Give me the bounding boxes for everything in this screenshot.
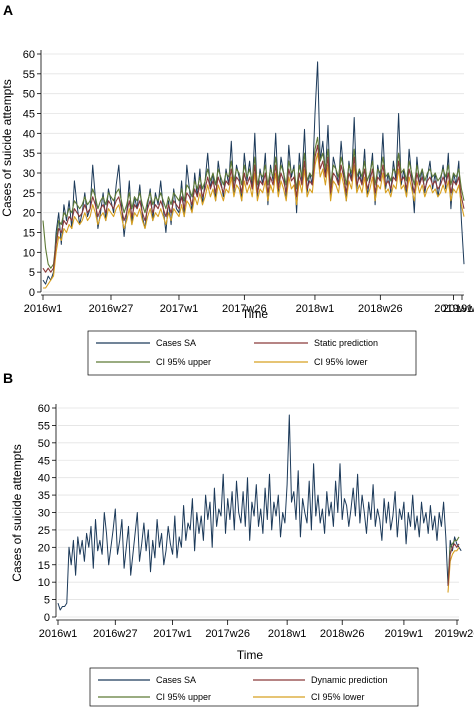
panel-a-y-tick-label: 0 xyxy=(29,287,35,299)
panel-a-x-tick-label: 2019w2 xyxy=(443,303,474,315)
panel-a-series-cases xyxy=(42,61,465,285)
panel-a-legend-label-lower: CI 95% lower xyxy=(314,357,368,367)
panel-a-legend-label-cases: Cases SA xyxy=(156,338,196,348)
panel-a-x-tick-label: 2016w27 xyxy=(89,303,134,315)
panel-b-legend: Cases SA Dynamic prediction CI 95% upper… xyxy=(89,667,419,707)
panel-a-x-tick-label: 2017w26 xyxy=(222,303,267,315)
panel-b-y-tick-label: 50 xyxy=(38,438,50,450)
panel-a-label: A xyxy=(3,2,13,18)
panel-b-label: B xyxy=(3,370,13,386)
panel-b-y-tick-label: 10 xyxy=(38,577,50,589)
panel-b-x-tick-label: 2016w1 xyxy=(39,628,78,640)
panel-b-y-tick-label: 55 xyxy=(38,420,50,432)
panel-b: B Cases of suicide attempts 0 5 10 15 20 25 30… xyxy=(3,370,474,707)
panel-b-series-upper xyxy=(447,536,460,583)
panel-b-y-tick-label: 30 xyxy=(38,508,50,520)
panel-a-y-tick-label: 20 xyxy=(23,208,35,220)
panel-a-y-tick-label: 25 xyxy=(23,188,35,200)
panel-a-y-tick-label: 15 xyxy=(23,228,35,240)
panel-b-legend-label-upper: CI 95% upper xyxy=(156,692,211,702)
panel-a-ylabel: Cases of suicide attempts xyxy=(0,79,14,216)
panel-b-x-tick-label: 2019w1 xyxy=(385,628,424,640)
panel-a-x-tick-label: 2018w1 xyxy=(296,303,335,315)
panel-a-legend-label-upper: CI 95% upper xyxy=(156,357,211,367)
panel-a-y-tick-label: 60 xyxy=(23,49,35,61)
panel-a-grid xyxy=(43,53,464,293)
panel-a-series-lower xyxy=(43,152,465,289)
panel-b-y-tick-label: 15 xyxy=(38,560,50,572)
panel-b-series-prediction xyxy=(447,543,460,586)
panel-b-y-tick-label: 60 xyxy=(38,403,50,415)
panel-a: A Cases of suicide attempts 0 5 10 15 20 25 30… xyxy=(0,2,474,376)
panel-b-y-tick-label: 0 xyxy=(44,612,50,624)
panel-b-x-tick-label: 2018w26 xyxy=(320,628,365,640)
panel-a-x-tick-label: 2016w1 xyxy=(24,303,63,315)
panel-b-y-tick-label: 35 xyxy=(38,490,50,502)
panel-a-y-tick-label: 35 xyxy=(23,148,35,160)
panel-b-xlabel: Time xyxy=(237,648,264,662)
panel-a-y-tick-label: 5 xyxy=(29,267,35,279)
panel-b-series xyxy=(57,414,462,611)
panel-b-series-cases xyxy=(57,414,462,611)
panel-a-legend-box xyxy=(87,330,417,376)
panel-b-y-tick-label: 45 xyxy=(38,455,50,467)
panel-a-legend-label-prediction: Static prediction xyxy=(314,338,378,348)
panel-a-series-upper xyxy=(42,136,465,269)
panel-a-y-axis: 0 5 10 15 20 25 30 35 40 45 50 55 60 xyxy=(23,49,42,299)
panel-a-y-tick-label: 30 xyxy=(23,168,35,180)
panel-a-series xyxy=(42,61,465,289)
panel-b-y-tick-label: 40 xyxy=(38,473,50,485)
panel-b-x-tick-label: 2019w26 xyxy=(435,628,474,640)
panel-a-x-tick-label: 2018w26 xyxy=(358,303,403,315)
panel-a-y-tick-label: 40 xyxy=(23,128,35,140)
panel-b-x-tick-label: 2018w1 xyxy=(268,628,307,640)
panel-b-legend-box xyxy=(89,667,419,707)
panel-b-x-tick-label: 2016w27 xyxy=(93,628,138,640)
panel-a-legend: Cases SA Static prediction CI 95% upper … xyxy=(87,330,417,376)
panel-b-y-tick-label: 5 xyxy=(44,595,50,607)
panel-b-y-tick-label: 20 xyxy=(38,542,50,554)
panel-a-x-axis: 2016w1 2016w27 2017w1 2017w26 2018w1 2018w26 2… xyxy=(24,294,474,315)
panel-a-x-tick-label: 2017w1 xyxy=(160,303,199,315)
panel-a-series-prediction xyxy=(42,144,465,273)
panel-b-x-axis: 2016w1 2016w27 2017w1 2017w26 2018w1 2018w26 2… xyxy=(39,619,474,640)
panel-b-y-axis: 0 5 10 15 20 25 30 35 40 45 50 55 60 xyxy=(38,403,57,624)
panel-b-legend-label-lower: CI 95% lower xyxy=(311,692,365,702)
panel-b-x-tick-label: 2017w1 xyxy=(153,628,192,640)
panel-a-y-tick-label: 55 xyxy=(23,69,35,81)
panel-b-legend-label-cases: Cases SA xyxy=(156,675,196,685)
panel-a-x-tick-label: 2019w1 xyxy=(434,303,473,315)
panel-b-legend-label-prediction: Dynamic prediction xyxy=(311,675,388,685)
panel-b-x-tick-label: 2017w26 xyxy=(205,628,250,640)
panel-b-ylabel: Cases of suicide attempts xyxy=(10,444,24,581)
panel-a-y-tick-label: 10 xyxy=(23,247,35,259)
panel-a-y-tick-label: 50 xyxy=(23,89,35,101)
panel-a-y-tick-label: 45 xyxy=(23,109,35,121)
panel-a-xlabel: Time xyxy=(242,307,269,321)
panel-b-y-tick-label: 25 xyxy=(38,525,50,537)
